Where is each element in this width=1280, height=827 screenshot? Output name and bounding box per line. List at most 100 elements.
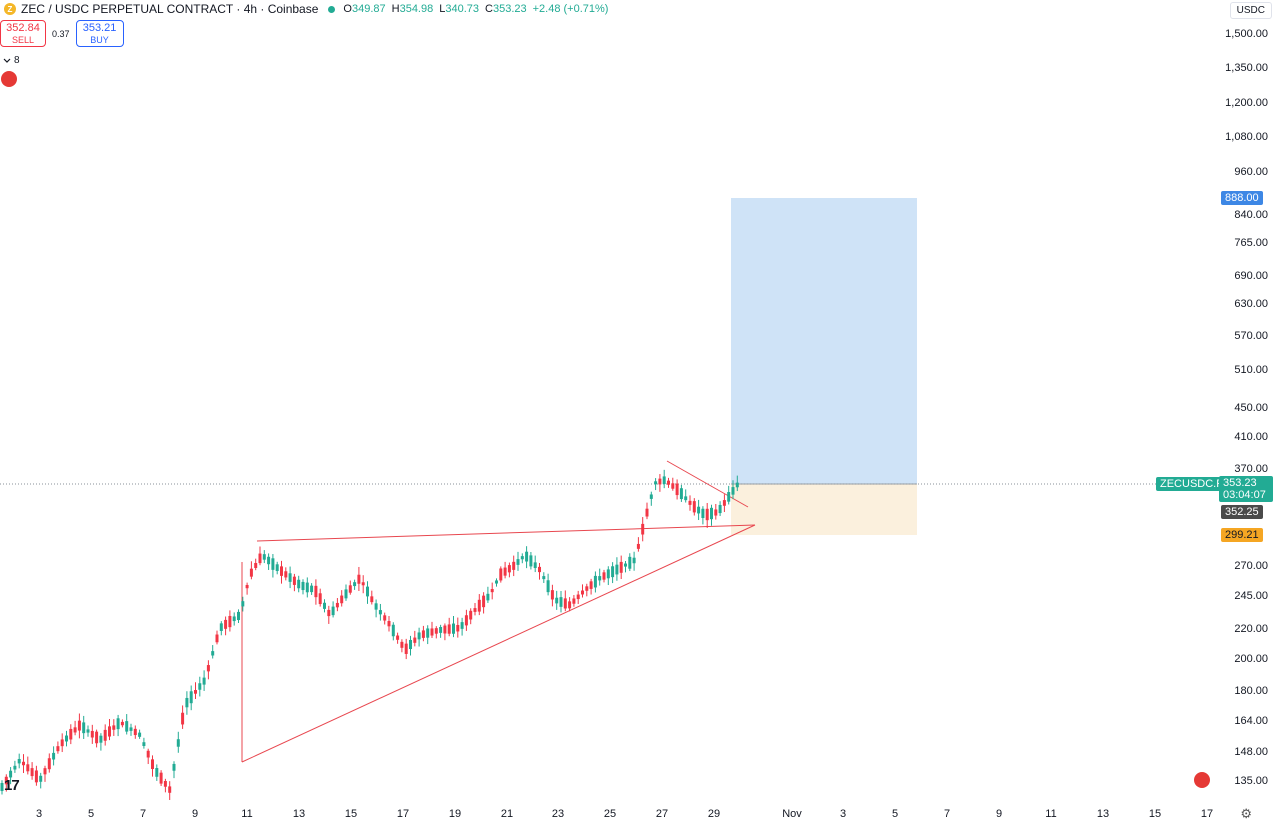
time-tick: Nov	[782, 808, 802, 820]
candle-body	[667, 480, 670, 485]
candle-body	[731, 487, 735, 495]
candlestick-chart[interactable]	[0, 0, 1218, 800]
candle-body	[512, 561, 516, 570]
time-tick: 13	[292, 808, 306, 820]
candle-body	[202, 677, 206, 685]
candle-body	[469, 610, 473, 620]
candle-body	[249, 568, 253, 577]
candle-body	[189, 691, 193, 704]
candle-body	[172, 763, 176, 771]
price-tick: 135.00	[1234, 775, 1268, 787]
candle-body	[340, 595, 344, 604]
profit-zone[interactable]	[731, 198, 917, 484]
price-tick: 690.00	[1234, 270, 1268, 282]
last-price-tag: 353.23 03:04:07	[1219, 476, 1273, 502]
candle-body	[327, 609, 331, 617]
loss-zone[interactable]	[731, 484, 917, 535]
candle-body	[65, 735, 68, 742]
candle-body	[735, 482, 739, 488]
indicators-count: 8	[14, 55, 20, 66]
candle-body	[671, 483, 675, 489]
candle-body	[331, 606, 335, 616]
time-tick: 7	[943, 808, 951, 820]
candle-body	[142, 742, 146, 746]
candle-body	[615, 564, 619, 575]
triangle-upper-trendline[interactable]	[256, 524, 756, 542]
candle-body	[284, 571, 288, 578]
candle-body	[417, 632, 421, 640]
candle-body	[95, 731, 99, 744]
currency-selector[interactable]: USDC	[1229, 2, 1272, 19]
candle-body	[370, 596, 374, 603]
settings-gear-icon[interactable]: ⚙	[1240, 806, 1252, 821]
time-tick: 11	[1045, 808, 1057, 820]
candle-body	[232, 616, 236, 622]
candle-body	[654, 481, 658, 485]
candle-body	[163, 780, 167, 787]
sell-button[interactable]: 352.84 SELL	[0, 20, 46, 47]
candle-body	[714, 509, 718, 516]
candle-body	[344, 589, 348, 599]
candle-body	[224, 619, 228, 629]
price-axis[interactable]: USDC 1,500.00 1,350.00 1,200.00 1,080.00 960…	[1218, 0, 1280, 800]
candle-body	[258, 553, 262, 564]
candle-body	[486, 593, 490, 601]
candle-body	[421, 630, 425, 638]
price-tick: 1,350.00	[1225, 62, 1268, 74]
time-tick: 15	[1148, 808, 1162, 820]
candle-body	[245, 584, 249, 589]
candle-body	[727, 492, 731, 502]
candle-body	[409, 639, 412, 650]
candle-body	[705, 508, 709, 521]
candle-body	[568, 601, 572, 609]
flag-trendline[interactable]	[666, 460, 749, 508]
candle-body	[430, 628, 434, 636]
candle-body	[9, 770, 13, 778]
candle-body	[675, 483, 679, 496]
candle-body	[641, 523, 645, 535]
buy-button[interactable]: 353.21 BUY	[75, 20, 124, 47]
candle-body	[297, 579, 301, 589]
candle-body	[679, 488, 683, 500]
candle-body	[176, 739, 180, 747]
buy-price: 353.21	[82, 22, 117, 34]
bid-price-tag: 352.25	[1221, 505, 1263, 519]
candle-body	[495, 580, 498, 584]
chevron-down-icon	[3, 58, 11, 63]
time-tick: 7	[139, 808, 147, 820]
sell-label: SELL	[11, 35, 35, 45]
candle-body	[477, 599, 481, 612]
candle-body	[211, 651, 215, 656]
candle-body	[0, 782, 4, 792]
alert-dot-icon[interactable]	[1, 71, 17, 87]
candle-body	[555, 597, 559, 604]
candle-body	[43, 768, 47, 775]
alert-dot-icon[interactable]	[1194, 772, 1210, 788]
price-tick: 245.00	[1234, 590, 1268, 602]
candle-body	[357, 574, 361, 584]
price-tick: 180.00	[1234, 685, 1268, 697]
time-tick: 13	[1096, 808, 1110, 820]
candle-body	[52, 752, 56, 760]
symbol-title[interactable]: ZEC / USDC PERPETUAL CONTRACT · 4h · Coi…	[21, 2, 319, 16]
candle-body	[17, 758, 21, 764]
chart-area[interactable]: 17	[0, 0, 1218, 800]
candle-body	[108, 726, 111, 737]
tradingview-logo-icon[interactable]: 17	[4, 777, 20, 794]
price-tick: 164.00	[1234, 715, 1268, 727]
price-tick: 1,080.00	[1225, 131, 1268, 143]
candle-body	[237, 611, 240, 621]
candle-body	[645, 508, 649, 517]
price-tick: 148.00	[1234, 746, 1268, 758]
candle-body	[4, 776, 8, 785]
symbol-tag: ZECUSDC.P	[1156, 477, 1228, 491]
price-tick: 765.00	[1234, 237, 1268, 249]
candle-body	[387, 621, 391, 627]
candle-body	[129, 727, 133, 731]
candle-body	[688, 500, 692, 505]
time-axis[interactable]: 3 5 7 9 11 13 15 17 19 21 23 25 27 29 Nov 3 5 7 9 11 13 15 17	[0, 800, 1280, 827]
triangle-lower-trendline[interactable]	[241, 524, 756, 763]
candle-body	[396, 635, 400, 640]
candle-body	[348, 585, 352, 593]
indicators-toggle[interactable]: 8	[3, 55, 20, 66]
